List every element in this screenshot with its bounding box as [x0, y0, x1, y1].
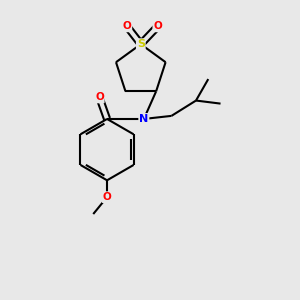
Text: S: S — [137, 39, 145, 49]
Text: O: O — [103, 192, 111, 202]
Text: N: N — [139, 114, 148, 124]
Text: O: O — [153, 21, 162, 32]
Text: O: O — [123, 21, 131, 32]
Text: O: O — [95, 92, 104, 103]
